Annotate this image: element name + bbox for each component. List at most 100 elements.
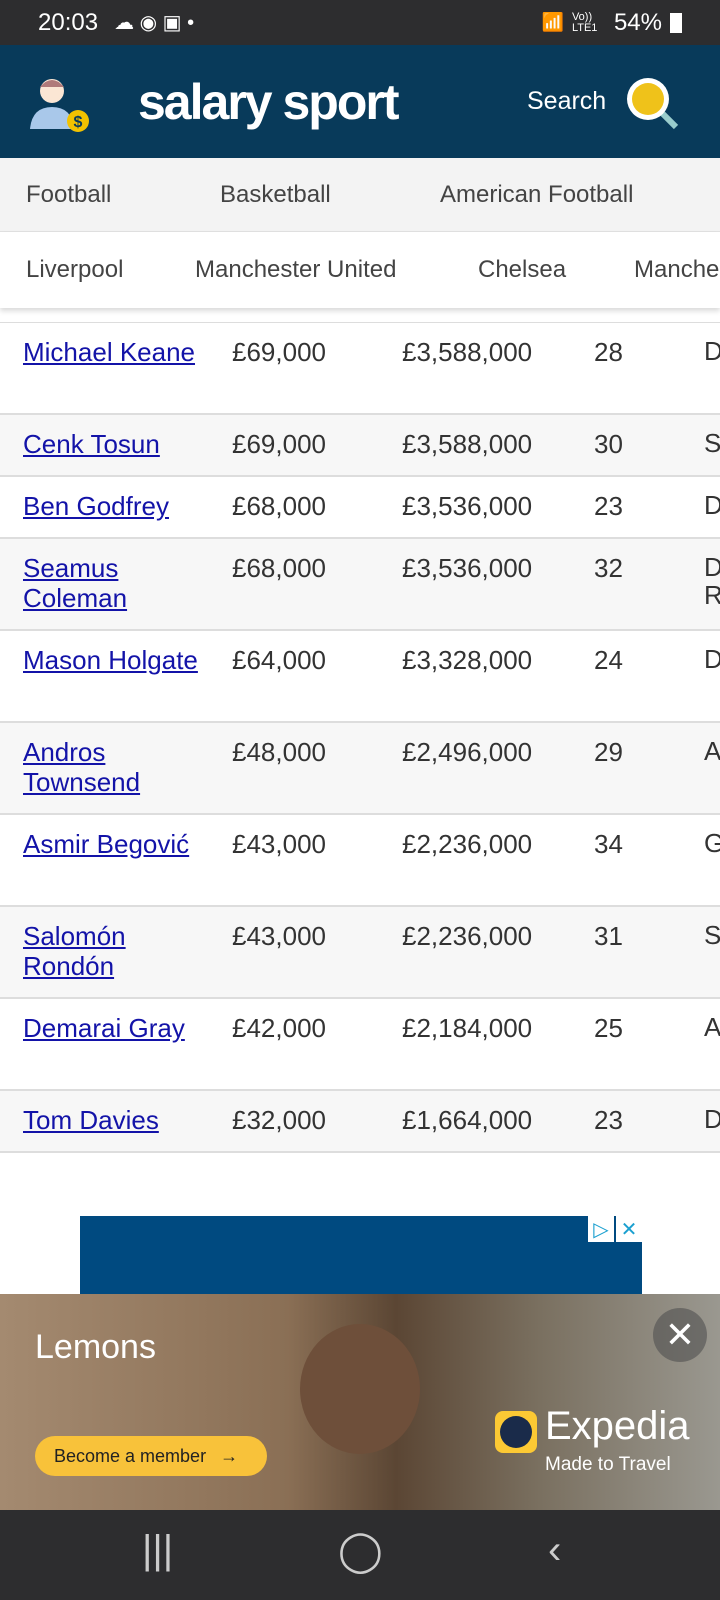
table-row: Mason Holgate £64,000 £3,328,000 24 D [0, 631, 720, 723]
yearly-salary: £3,536,000 [402, 491, 533, 521]
player-age: 23 [594, 491, 623, 521]
player-name-link[interactable]: Salomón Rondón [23, 921, 126, 981]
search-icon[interactable] [622, 73, 682, 133]
wifi-icon: 📶 [541, 12, 564, 32]
notification-icons: ☁ ◉ ▣ • [114, 12, 195, 34]
weekly-salary: £64,000 [232, 645, 326, 675]
player-name-link[interactable]: Ben Godfrey [23, 491, 169, 521]
yearly-salary: £3,536,000 [402, 553, 533, 583]
player-position: D [704, 644, 720, 674]
back-icon[interactable]: ‹ [548, 1528, 562, 1572]
table-row: Demarai Gray £42,000 £2,184,000 25 A [0, 999, 720, 1091]
weekly-salary: £42,000 [232, 1013, 326, 1043]
nav-manchester-city[interactable]: Manche [634, 256, 720, 283]
battery-text: 54% [613, 8, 662, 36]
player-name-link[interactable]: Tom Davies [23, 1105, 159, 1135]
weekly-salary: £69,000 [232, 337, 326, 367]
weekly-salary: £68,000 [232, 553, 326, 583]
yearly-salary: £2,236,000 [402, 921, 533, 951]
yearly-salary: £2,184,000 [402, 1013, 533, 1043]
table-row: Tom Davies £32,000 £1,664,000 23 D [0, 1091, 720, 1153]
yearly-salary: £1,664,000 [402, 1105, 533, 1135]
player-age: 31 [594, 921, 623, 951]
player-name-link[interactable]: Asmir Begović [23, 829, 190, 859]
site-header: $ salary sport Search [0, 45, 720, 158]
weekly-salary: £68,000 [232, 491, 326, 521]
player-name-link[interactable]: Michael Keane [23, 337, 195, 367]
table-row: Ben Godfrey £68,000 £3,536,000 23 D [0, 477, 720, 539]
player-position: A [704, 736, 720, 766]
expedia-ad[interactable]: Lemons Become a member → ✕ Expedia Made t… [0, 1294, 720, 1510]
table-row: Salomón Rondón £43,000 £2,236,000 31 S [0, 907, 720, 999]
player-age: 25 [594, 1013, 623, 1043]
player-position: A [704, 1012, 720, 1042]
player-name-link[interactable]: Andros Townsend [23, 737, 141, 797]
player-age: 28 [594, 337, 623, 367]
table-row: Andros Townsend £48,000 £2,496,000 29 A [0, 723, 720, 815]
player-position: S [704, 428, 720, 458]
weekly-salary: £32,000 [232, 1105, 326, 1135]
nav-manchester-united[interactable]: Manchester United [195, 256, 397, 283]
adchoices-icon[interactable]: ▷ [588, 1216, 614, 1242]
ad-image [300, 1324, 420, 1454]
weekly-salary: £43,000 [232, 829, 326, 859]
yearly-salary: £3,328,000 [402, 645, 533, 675]
arrow-right-icon: → [220, 1445, 239, 1466]
player-name-link[interactable]: Demarai Gray [23, 1013, 185, 1043]
weekly-salary: £48,000 [232, 737, 326, 767]
nav-chelsea[interactable]: Chelsea [478, 256, 567, 283]
logo-icon[interactable]: $ [26, 69, 92, 135]
expedia-logo-icon [495, 1411, 537, 1453]
table-row: Asmir Begović £43,000 £2,236,000 34 G [0, 815, 720, 907]
player-position: D [704, 490, 720, 520]
yearly-salary: £2,236,000 [402, 829, 533, 859]
sport-nav: Football Basketball American Football [0, 158, 720, 232]
player-age: 29 [594, 737, 623, 767]
player-age: 32 [594, 553, 623, 583]
battery-icon [670, 12, 682, 33]
nav-liverpool[interactable]: Liverpool [26, 256, 124, 283]
player-age: 30 [594, 429, 623, 459]
player-position: S [704, 920, 720, 950]
home-icon[interactable]: ◯ [338, 1529, 383, 1573]
player-name-link[interactable]: Seamus Coleman [23, 553, 128, 613]
yearly-salary: £3,588,000 [402, 429, 533, 459]
player-name-link[interactable]: Cenk Tosun [23, 429, 160, 459]
team-nav: Liverpool Manchester United Chelsea Manc… [0, 232, 720, 308]
svg-text:$: $ [74, 114, 83, 131]
table-row: Cenk Tosun £69,000 £3,588,000 30 S [0, 415, 720, 477]
nav-basketball[interactable]: Basketball [220, 180, 331, 208]
recent-apps-icon[interactable]: ||| [142, 1528, 174, 1572]
player-age: 34 [594, 829, 623, 859]
table-row: Michael Keane £69,000 £3,588,000 28 D [0, 323, 720, 415]
close-icon[interactable]: ✕ [616, 1216, 642, 1242]
player-name-link[interactable]: Mason Holgate [23, 645, 198, 675]
system-nav-bar: ||| ◯ ‹ [0, 1510, 720, 1600]
become-member-button[interactable]: Become a member → [35, 1436, 267, 1476]
player-age: 23 [594, 1105, 623, 1135]
player-position: D [704, 336, 720, 366]
salary-table: Michael Keane £69,000 £3,588,000 28 D Cenk To… [0, 322, 720, 1153]
player-position: D R [704, 552, 720, 610]
status-bar: 20:03 ☁ ◉ ▣ • 📶 Vo)) LTE1 54% [0, 0, 720, 45]
site-title[interactable]: salary sport [138, 74, 399, 130]
table-row: Seamus Coleman £68,000 £3,536,000 32 D R [0, 539, 720, 631]
ad-tagline: Made to Travel [545, 1454, 671, 1475]
close-ad-icon[interactable]: ✕ [653, 1308, 707, 1362]
ad-brand: Expedia [545, 1404, 690, 1448]
yearly-salary: £3,588,000 [402, 337, 533, 367]
yearly-salary: £2,496,000 [402, 737, 533, 767]
player-age: 24 [594, 645, 623, 675]
player-position: G [704, 828, 720, 858]
nav-american-football[interactable]: American Football [440, 180, 634, 208]
weekly-salary: £69,000 [232, 429, 326, 459]
search-label[interactable]: Search [527, 87, 607, 115]
ad-title: Lemons [35, 1328, 156, 1366]
cta-label: Become a member [54, 1445, 207, 1466]
banner-ad[interactable]: ▷ ✕ [80, 1216, 642, 1296]
player-position: D [704, 1104, 720, 1134]
network-label: Vo)) LTE1 [571, 10, 598, 34]
clock: 20:03 [38, 8, 99, 36]
weekly-salary: £43,000 [232, 921, 326, 951]
nav-football[interactable]: Football [26, 180, 112, 208]
